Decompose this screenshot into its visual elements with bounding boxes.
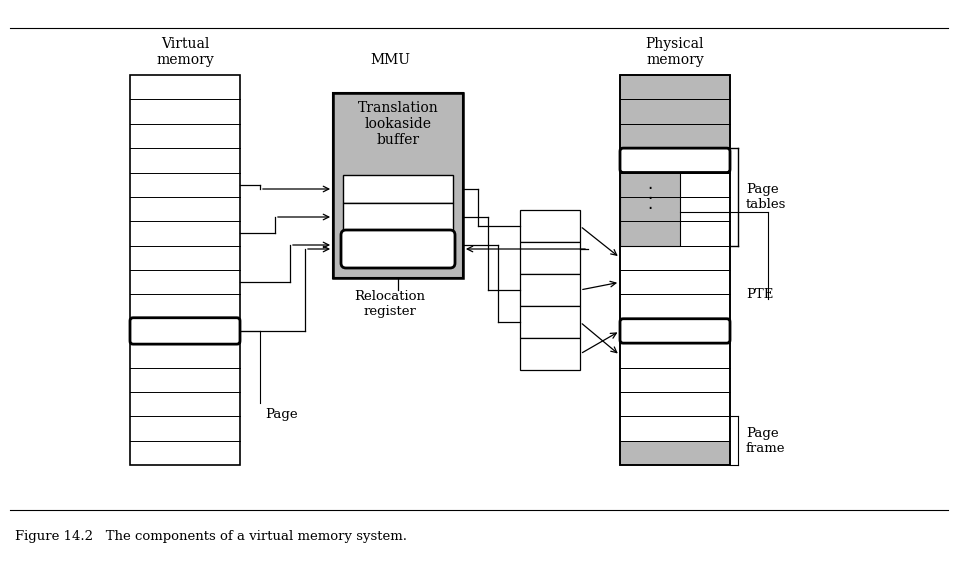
Bar	[520, 274, 580, 306]
Bar	[343, 231, 453, 259]
Bar	[520, 306, 580, 338]
Text: Figure 14.2   The components of a virtual memory system.: Figure 14.2 The components of a virtual …	[15, 530, 407, 543]
Bar	[130, 75, 240, 465]
Text: Translation
lookaside
buffer: Translation lookaside buffer	[357, 101, 439, 148]
Bar	[620, 441, 730, 465]
Bar	[333, 93, 463, 278]
Bar	[333, 93, 463, 278]
Bar	[620, 148, 680, 245]
Text: Physical
memory: Physical memory	[646, 37, 704, 67]
Text: Virtual
memory: Virtual memory	[156, 37, 214, 67]
FancyBboxPatch shape	[341, 230, 455, 268]
FancyBboxPatch shape	[620, 148, 730, 172]
Bar	[620, 75, 730, 465]
Text: Page
frame: Page frame	[746, 427, 786, 455]
Text: Page
tables: Page tables	[746, 183, 787, 211]
Text: MMU: MMU	[370, 53, 410, 67]
Text: Page: Page	[265, 408, 298, 421]
Text: ·: ·	[648, 200, 652, 218]
FancyBboxPatch shape	[620, 319, 730, 343]
Bar	[620, 75, 730, 465]
Text: PTE: PTE	[746, 288, 773, 301]
Bar	[520, 242, 580, 274]
Bar	[343, 203, 453, 231]
Bar	[520, 210, 580, 242]
Text: Relocation
register: Relocation register	[354, 290, 425, 318]
Text: ·: ·	[648, 180, 652, 198]
FancyBboxPatch shape	[130, 318, 240, 344]
Bar	[343, 175, 453, 203]
Text: ·: ·	[648, 190, 652, 208]
Bar	[620, 75, 730, 148]
Bar	[520, 338, 580, 370]
